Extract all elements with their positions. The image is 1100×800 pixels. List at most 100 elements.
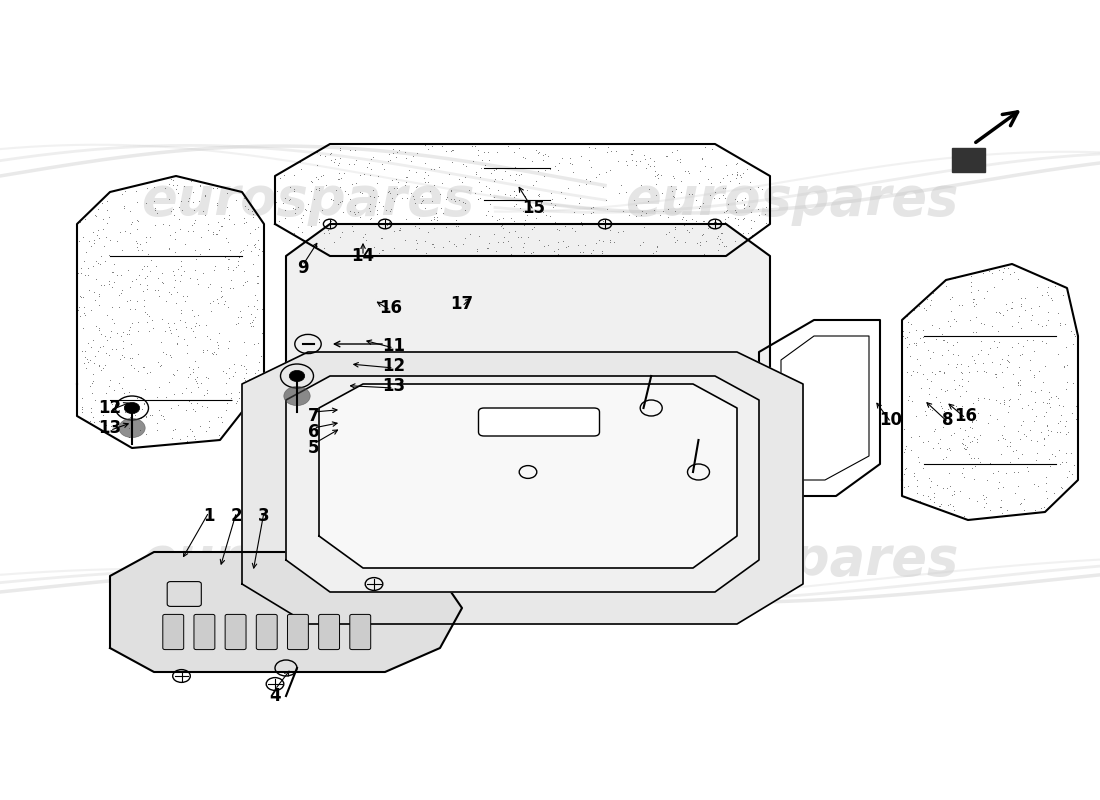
Point (969, 394, 987, 406)
Point (627, 210, 645, 222)
Point (1012, 322, 1030, 334)
Text: 11: 11 (383, 337, 405, 354)
Point (969, 347, 987, 360)
Point (959, 374, 977, 387)
Point (341, 205, 359, 218)
Point (1059, 464, 1077, 477)
Point (101, 234, 119, 246)
Point (505, 185, 522, 198)
Point (76, 309, 94, 322)
Point (370, 170, 387, 182)
Point (918, 398, 936, 411)
Point (69, 304, 87, 317)
Point (993, 366, 1011, 378)
Point (129, 195, 146, 208)
Point (912, 332, 930, 345)
Point (133, 403, 151, 416)
Point (220, 334, 238, 347)
Point (918, 373, 936, 386)
Point (942, 320, 959, 333)
Point (145, 322, 163, 334)
Point (169, 263, 187, 276)
Point (980, 265, 998, 278)
Point (469, 242, 486, 255)
Point (138, 197, 155, 210)
Point (1033, 289, 1050, 302)
Point (182, 422, 199, 435)
Point (385, 195, 403, 208)
Point (931, 442, 948, 454)
Point (944, 347, 961, 360)
Point (433, 177, 451, 190)
Point (942, 402, 959, 415)
Point (591, 234, 608, 246)
Point (976, 512, 993, 525)
Point (280, 194, 298, 206)
Point (138, 259, 155, 272)
Point (126, 398, 144, 411)
Point (937, 450, 955, 463)
Point (139, 367, 156, 380)
Point (111, 301, 129, 314)
Point (703, 161, 720, 174)
Point (726, 203, 744, 216)
Point (472, 184, 490, 197)
Point (644, 246, 661, 259)
Point (582, 202, 600, 214)
Point (948, 335, 966, 348)
Point (102, 398, 120, 411)
Point (205, 346, 222, 358)
Point (135, 260, 153, 273)
Point (336, 185, 353, 198)
Point (726, 192, 744, 205)
Point (145, 195, 163, 208)
Point (920, 343, 937, 356)
Point (312, 170, 330, 183)
Text: eurospares: eurospares (141, 534, 475, 586)
Text: 10: 10 (880, 411, 902, 429)
Point (650, 171, 668, 184)
Point (983, 466, 1001, 479)
Point (198, 343, 216, 356)
Point (112, 330, 130, 342)
Point (373, 218, 390, 230)
Point (204, 348, 221, 361)
Point (187, 405, 205, 418)
Point (198, 425, 216, 438)
Point (271, 172, 288, 185)
Point (151, 403, 168, 416)
Point (196, 209, 213, 222)
Point (407, 220, 425, 233)
Point (639, 195, 657, 208)
Point (170, 213, 188, 226)
Point (1027, 410, 1045, 422)
Point (77, 213, 95, 226)
Text: 14: 14 (351, 247, 375, 265)
Point (647, 245, 664, 258)
Point (962, 414, 980, 427)
Point (410, 222, 428, 234)
Point (966, 354, 983, 366)
Point (613, 218, 630, 230)
Point (84, 410, 101, 423)
Point (397, 175, 415, 188)
Point (947, 361, 965, 374)
Point (243, 316, 261, 329)
Point (184, 218, 201, 231)
Point (530, 187, 548, 200)
Point (176, 238, 194, 250)
Point (306, 193, 323, 206)
Point (453, 175, 471, 188)
Polygon shape (319, 384, 737, 568)
Point (236, 276, 254, 289)
Point (367, 204, 385, 217)
Point (441, 216, 459, 229)
Point (230, 250, 248, 263)
Point (666, 220, 683, 233)
Point (636, 153, 653, 166)
Point (908, 339, 925, 352)
Point (240, 299, 257, 312)
Text: 8: 8 (943, 411, 954, 429)
Point (143, 314, 161, 326)
Point (472, 162, 490, 175)
